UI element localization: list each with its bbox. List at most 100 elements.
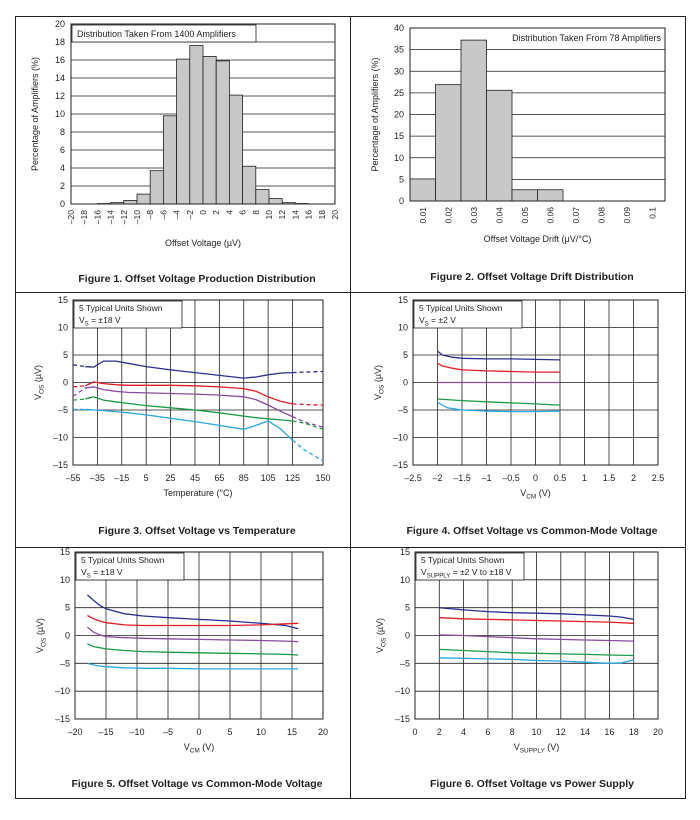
x-tick-label: 10: [531, 727, 541, 737]
x-tick-label: 25: [166, 473, 176, 483]
y-tick-label: –10: [395, 686, 410, 696]
x-axis-label: Offset Voltage (µV): [165, 238, 241, 248]
y-tick-label: 4: [60, 163, 65, 173]
y-tick-label: 10: [394, 153, 404, 163]
series-line: [438, 351, 561, 360]
histogram-bar: [436, 85, 462, 201]
y-tick-label: 5: [399, 174, 404, 184]
y-tick-label: 25: [394, 88, 404, 98]
x-tick-label: 16: [304, 210, 314, 220]
x-tick-label: –8: [145, 210, 155, 220]
x-tick-label: 8: [510, 727, 515, 737]
series-line: [438, 363, 561, 372]
x-tick-label: –20: [67, 727, 82, 737]
annotation-line-1: 5 Typical Units Shown: [419, 303, 503, 313]
y-tick-label: 10: [58, 323, 68, 333]
histogram-bar: [229, 95, 242, 204]
histogram-bar: [269, 199, 282, 204]
series-line-dashed: [293, 372, 324, 373]
y-tick-label: –15: [393, 460, 408, 470]
x-tick-label: 14: [580, 727, 590, 737]
x-tick-label: 2.5: [652, 473, 665, 483]
x-tick-label: 20: [330, 210, 340, 220]
x-tick-label: 0: [196, 727, 201, 737]
x-tick-label: –4: [172, 210, 182, 220]
y-tick-label: –15: [55, 714, 70, 724]
histogram-bar: [137, 194, 150, 204]
histogram-bar: [177, 59, 190, 204]
x-tick-label: 20: [653, 727, 663, 737]
histogram-bar: [190, 46, 203, 204]
x-tick-label: 1.5: [603, 473, 616, 483]
y-tick-label: 0: [65, 631, 70, 641]
histogram-bar: [410, 179, 436, 201]
histogram-bar: [124, 200, 137, 204]
y-tick-label: 15: [60, 547, 70, 557]
series-line: [438, 399, 561, 405]
histogram-bar: [487, 90, 513, 201]
annotation: Distribution Taken From 1400 Amplifiers: [77, 29, 236, 39]
y-axis-label: Percentage of Amplifiers (%): [370, 57, 380, 171]
x-axis-label: VSUPPLY (V): [514, 742, 560, 755]
x-tick-label: 2: [631, 473, 636, 483]
y-tick-label: 30: [394, 66, 404, 76]
y-tick-label: 12: [55, 91, 65, 101]
figure-caption: Figure 2. Offset Voltage Drift Distribut…: [430, 271, 633, 283]
x-tick-label: 65: [214, 473, 224, 483]
x-tick-label: –0.5: [502, 473, 520, 483]
x-tick-label: –18: [79, 210, 89, 224]
x-tick-label: 85: [239, 473, 249, 483]
x-tick-label: 0.07: [571, 207, 581, 224]
x-tick-label: 2: [437, 727, 442, 737]
x-tick-label: 0.1: [647, 207, 657, 219]
y-tick-label: –5: [58, 405, 68, 415]
series-line-dashed: [293, 440, 324, 461]
x-tick-label: 6: [485, 727, 490, 737]
figure-caption: Figure 5. Offset Voltage vs Common-Mode …: [71, 778, 322, 790]
histogram-bar: [256, 190, 269, 204]
x-tick-label: 10: [256, 727, 266, 737]
y-tick-label: 40: [394, 23, 404, 33]
series-line: [85, 397, 292, 421]
y-tick-label: 8: [60, 127, 65, 137]
y-axis-label: VOS (µV): [35, 618, 48, 653]
x-axis-label: VCM (V): [520, 488, 551, 501]
x-tick-label: 0.5: [554, 473, 567, 483]
series-line: [87, 644, 298, 655]
y-tick-label: 2: [60, 181, 65, 191]
x-tick-label: 18: [629, 727, 639, 737]
annotation-line-1: 5 Typical Units Shown: [421, 555, 505, 565]
y-tick-label: 10: [60, 575, 70, 585]
x-tick-label: 0.02: [443, 207, 453, 224]
x-tick-label: 0.03: [469, 207, 479, 224]
y-tick-label: –15: [395, 714, 410, 724]
x-tick-label: –15: [114, 473, 129, 483]
histogram-bar: [243, 166, 256, 204]
y-tick-label: –10: [53, 433, 68, 443]
y-axis-label: Percentage of Amplifiers (%): [30, 57, 40, 171]
y-tick-label: 20: [394, 110, 404, 120]
series-line-dashed: [73, 387, 94, 396]
y-tick-label: 0: [63, 378, 68, 388]
x-tick-label: –2: [185, 210, 195, 220]
x-tick-label: 16: [604, 727, 614, 737]
y-tick-label: 15: [58, 295, 68, 305]
histogram-bar: [203, 56, 216, 204]
x-axis-label: Temperature (°C): [163, 488, 232, 498]
y-tick-label: 5: [65, 603, 70, 613]
x-tick-label: 12: [277, 210, 287, 220]
histogram-bar: [512, 190, 538, 201]
x-tick-label: 0.08: [596, 207, 606, 224]
x-tick-label: 0.09: [622, 207, 632, 224]
x-tick-label: –10: [129, 727, 144, 737]
x-tick-label: 2: [211, 210, 221, 215]
x-tick-label: 0.06: [545, 207, 555, 224]
y-tick-label: 15: [394, 131, 404, 141]
x-tick-label: 5: [144, 473, 149, 483]
histogram-bar: [538, 190, 564, 201]
x-tick-label: 4: [224, 210, 234, 215]
